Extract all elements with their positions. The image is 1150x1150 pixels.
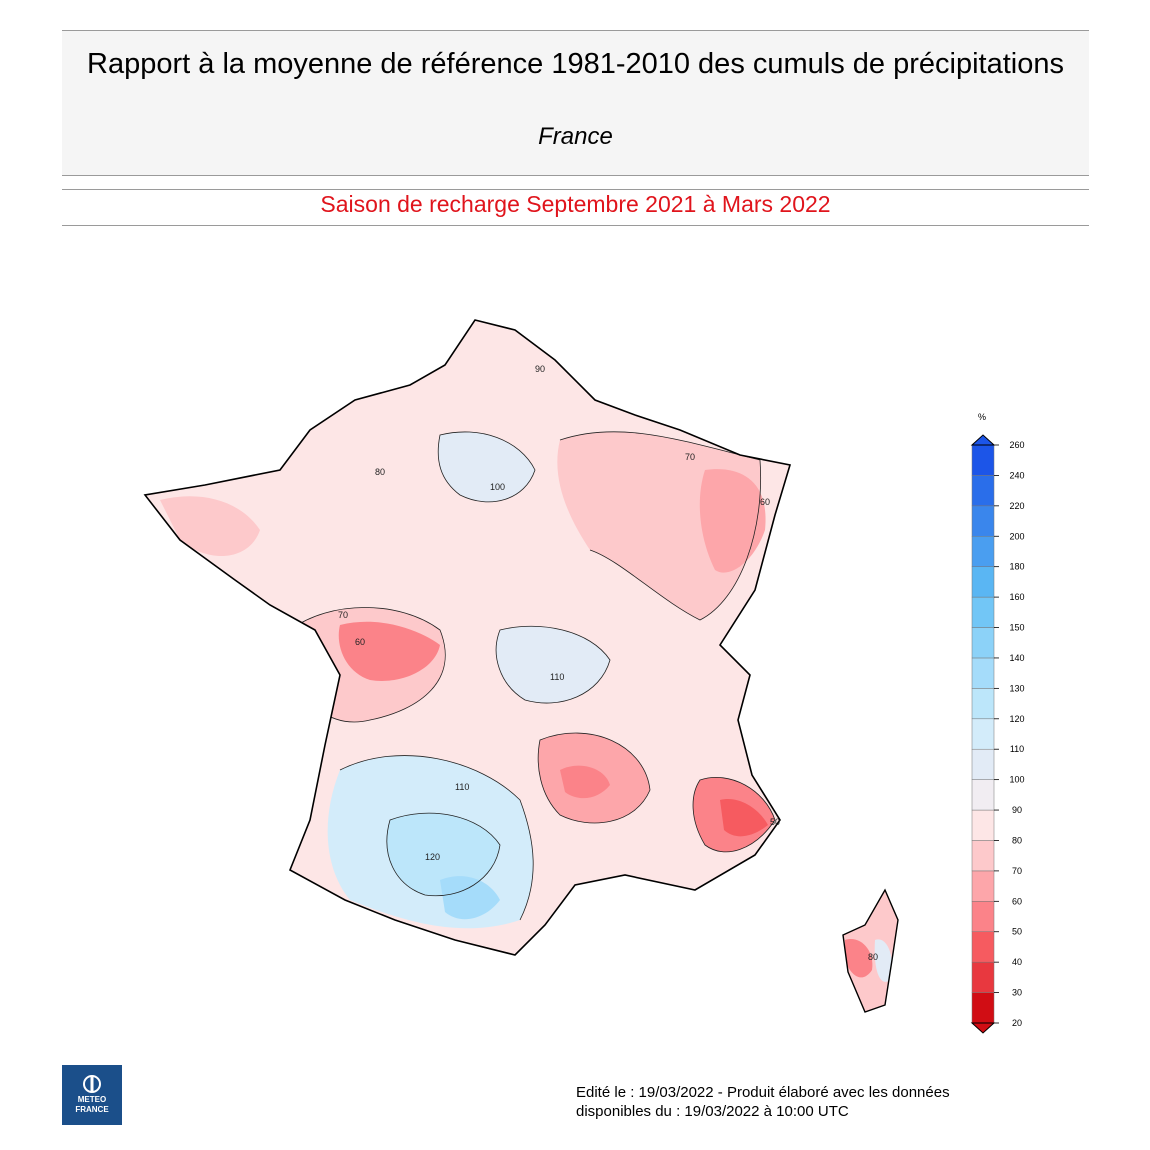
legend-swatch <box>971 688 995 720</box>
legend-tick-label: 90 <box>1012 805 1022 815</box>
legend-tick-label: 260 <box>1009 440 1024 450</box>
legend-swatch <box>971 961 995 993</box>
legend-swatch <box>971 475 995 507</box>
legend-swatch <box>971 718 995 750</box>
legend-tick-label: 50 <box>1012 927 1022 937</box>
legend-swatch <box>971 779 995 811</box>
legend-swatch <box>971 566 995 598</box>
edition-info: Edité le : 19/03/2022 - Produit élaboré … <box>576 1083 950 1121</box>
legend-tick-label: 200 <box>1009 531 1024 541</box>
legend-swatch <box>971 505 995 537</box>
logo-line2: FRANCE <box>75 1105 109 1114</box>
legend-tick-label: 70 <box>1012 866 1022 876</box>
legend-unit: % <box>978 412 987 422</box>
legend-swatch <box>971 627 995 659</box>
legend-swatch <box>971 536 995 567</box>
legend-tick-label: 120 <box>1009 714 1024 724</box>
contour-label: 90 <box>535 364 545 374</box>
legend-tick-label: 30 <box>1012 988 1022 998</box>
season-period: Saison de recharge Septembre 2021 à Mars… <box>320 191 831 217</box>
legend-tick-label: 140 <box>1009 653 1024 663</box>
color-legend: 20 30 40 50 60 70 80 90 100 110 120 130 140 150 160 180… <box>970 434 1025 1034</box>
contour-label: 110 <box>455 782 469 792</box>
precipitation-map: 90 80 100 70 60 60 70 110 110 120 50 80 <box>143 319 899 1013</box>
legend-swatch <box>971 931 995 963</box>
contour-label: 60 <box>355 637 365 647</box>
legend-swatch <box>971 992 995 1024</box>
legend-swatch <box>971 901 995 932</box>
legend-tick-label: 130 <box>1009 683 1024 693</box>
corsica-coastline <box>842 888 899 1013</box>
legend-swatch <box>971 809 995 841</box>
contour-label: 120 <box>425 852 440 862</box>
legend-arrow-down-icon <box>970 1022 996 1034</box>
legend-tick-label: 220 <box>1009 501 1024 511</box>
divider-top <box>62 189 1089 190</box>
legend-tick-label: 60 <box>1012 896 1022 906</box>
precipitation-field <box>160 431 775 929</box>
contour-label: 60 <box>760 497 770 507</box>
legend-swatch <box>971 657 995 689</box>
contour-label: 50 <box>770 817 780 827</box>
legend-arrow-up-icon <box>970 434 996 446</box>
legend-tick-label: 100 <box>1009 775 1024 785</box>
contour-label: 80 <box>375 467 385 477</box>
map-title: Rapport à la moyenne de référence 1981-2… <box>87 48 1064 80</box>
contour-label: 80 <box>868 952 878 962</box>
legend-swatch <box>971 840 995 872</box>
legend-tick-label: 160 <box>1009 592 1024 602</box>
contour-label: 100 <box>490 482 505 492</box>
legend-tick-label: 20 <box>1012 1018 1022 1028</box>
mainland-coastline <box>143 319 792 956</box>
map-subtitle: France <box>538 123 613 150</box>
legend-tick-label: 80 <box>1012 835 1022 845</box>
legend-tick-label: 240 <box>1009 470 1024 480</box>
legend-swatch <box>971 870 995 902</box>
legend-swatch <box>971 596 995 628</box>
logo-emblem-icon <box>83 1075 101 1093</box>
logo-line1: METEO <box>77 1095 107 1104</box>
legend-swatch <box>971 748 995 780</box>
legend-swatch <box>971 444 995 476</box>
edition-line2: disponibles du : 19/03/2022 à 10:00 UTC <box>576 1103 849 1120</box>
legend-tick-label: 110 <box>1010 744 1024 754</box>
contour-label: 110 <box>550 672 564 682</box>
divider-bottom <box>62 225 1089 226</box>
edition-line1: Edité le : 19/03/2022 - Produit élaboré … <box>576 1084 950 1101</box>
title-panel: Rapport à la moyenne de référence 1981-2… <box>62 30 1089 176</box>
meteo-france-logo: METEO FRANCE <box>62 1065 122 1125</box>
legend-tick-label: 40 <box>1012 957 1022 967</box>
contour-label: 70 <box>685 452 695 462</box>
legend-tick-label: 150 <box>1009 623 1024 633</box>
legend-tick-label: 180 <box>1009 562 1024 572</box>
contour-label: 70 <box>338 610 348 620</box>
